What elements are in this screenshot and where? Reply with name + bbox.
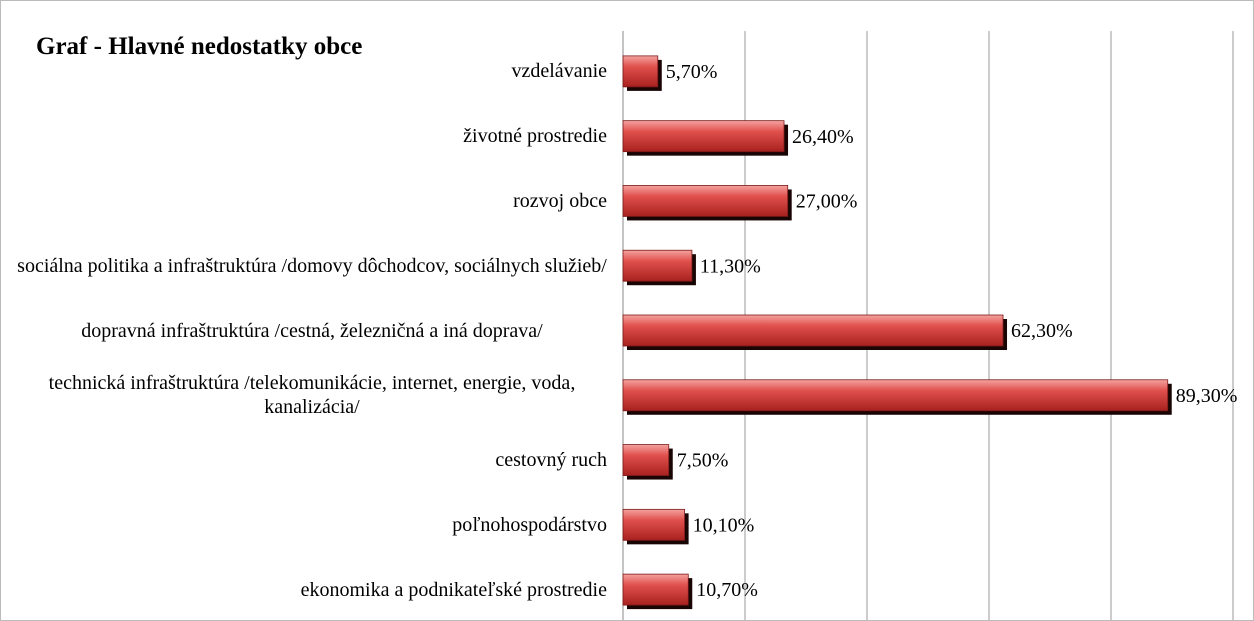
value-label: 5,70% (666, 61, 718, 83)
bar (622, 508, 686, 541)
bar (622, 120, 785, 153)
bar (622, 573, 689, 606)
bar (622, 379, 1169, 412)
value-label: 11,30% (700, 255, 761, 277)
value-label: 26,40% (792, 126, 854, 148)
value-label: 27,00% (796, 191, 858, 213)
category-label: dopravná infraštruktúra /cestná, železni… (81, 319, 543, 342)
chart-title: Graf - Hlavné nedostatky obce (36, 33, 363, 60)
category-label: technická infraštruktúra /telekomunikáci… (48, 372, 576, 419)
value-label: 10,70% (696, 579, 758, 601)
category-label: vzdelávanie (511, 60, 608, 83)
category-label: poľnohospodárstvo (452, 513, 607, 536)
bar (622, 249, 693, 282)
category-label: životné prostredie (463, 125, 607, 148)
category-label: sociálna politika a infraštruktúra /domo… (17, 254, 607, 277)
category-label: ekonomika a podnikateľské prostredie (300, 578, 607, 601)
bar (622, 185, 789, 217)
value-label: 10,10% (693, 514, 755, 536)
value-label: 89,30% (1176, 385, 1238, 407)
category-label: cestovný ruch (495, 449, 607, 472)
category-label: rozvoj obce (513, 189, 607, 212)
value-label: 7,50% (677, 450, 729, 472)
bar (622, 444, 670, 476)
bar (622, 314, 1004, 347)
bar (622, 55, 659, 88)
value-label: 62,30% (1011, 320, 1073, 342)
